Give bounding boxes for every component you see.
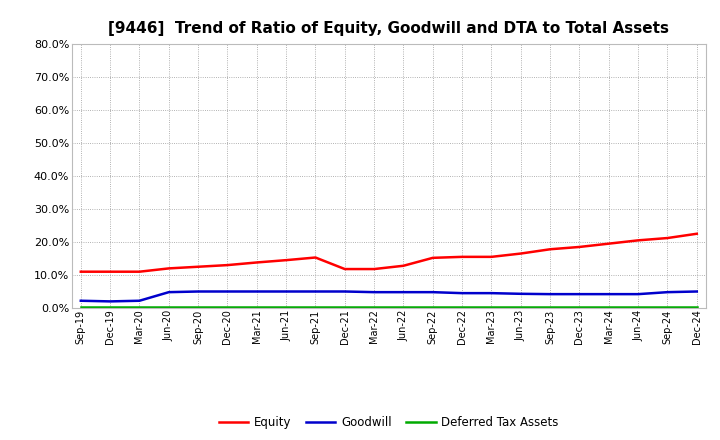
Goodwill xyxy=(370,290,379,295)
Equity xyxy=(634,238,642,243)
Goodwill xyxy=(311,289,320,294)
Goodwill xyxy=(282,289,290,294)
Deferred Tax Assets xyxy=(164,304,173,310)
Goodwill xyxy=(663,290,672,295)
Goodwill xyxy=(693,289,701,294)
Equity xyxy=(135,269,144,275)
Deferred Tax Assets xyxy=(223,304,232,310)
Deferred Tax Assets xyxy=(575,304,584,310)
Equity xyxy=(693,231,701,236)
Goodwill xyxy=(458,290,467,296)
Deferred Tax Assets xyxy=(341,304,349,310)
Deferred Tax Assets xyxy=(516,304,525,310)
Equity xyxy=(194,264,202,269)
Goodwill xyxy=(253,289,261,294)
Deferred Tax Assets xyxy=(605,304,613,310)
Equity xyxy=(164,266,173,271)
Goodwill xyxy=(135,298,144,304)
Line: Equity: Equity xyxy=(81,234,697,271)
Equity xyxy=(458,254,467,260)
Deferred Tax Assets xyxy=(194,304,202,310)
Deferred Tax Assets xyxy=(76,304,85,310)
Deferred Tax Assets xyxy=(253,304,261,310)
Equity xyxy=(311,255,320,260)
Equity xyxy=(575,244,584,249)
Line: Goodwill: Goodwill xyxy=(81,292,697,301)
Equity xyxy=(76,269,85,275)
Equity xyxy=(605,241,613,246)
Equity xyxy=(516,251,525,256)
Deferred Tax Assets xyxy=(311,304,320,310)
Equity xyxy=(253,260,261,265)
Deferred Tax Assets xyxy=(634,304,642,310)
Goodwill xyxy=(605,291,613,297)
Goodwill xyxy=(164,290,173,295)
Goodwill xyxy=(106,299,114,304)
Goodwill xyxy=(575,291,584,297)
Goodwill xyxy=(546,291,554,297)
Deferred Tax Assets xyxy=(370,304,379,310)
Goodwill xyxy=(223,289,232,294)
Equity xyxy=(341,267,349,272)
Equity xyxy=(399,263,408,268)
Goodwill xyxy=(341,289,349,294)
Deferred Tax Assets xyxy=(106,304,114,310)
Goodwill xyxy=(76,298,85,304)
Equity xyxy=(223,262,232,268)
Equity xyxy=(282,257,290,263)
Equity xyxy=(663,235,672,241)
Goodwill xyxy=(487,290,496,296)
Equity xyxy=(370,267,379,272)
Legend: Equity, Goodwill, Deferred Tax Assets: Equity, Goodwill, Deferred Tax Assets xyxy=(214,412,564,434)
Goodwill xyxy=(634,291,642,297)
Goodwill xyxy=(428,290,437,295)
Equity xyxy=(428,255,437,260)
Deferred Tax Assets xyxy=(428,304,437,310)
Deferred Tax Assets xyxy=(282,304,290,310)
Deferred Tax Assets xyxy=(458,304,467,310)
Title: [9446]  Trend of Ratio of Equity, Goodwill and DTA to Total Assets: [9446] Trend of Ratio of Equity, Goodwil… xyxy=(108,21,670,36)
Goodwill xyxy=(516,291,525,297)
Goodwill xyxy=(399,290,408,295)
Equity xyxy=(487,254,496,260)
Equity xyxy=(546,246,554,252)
Deferred Tax Assets xyxy=(135,304,144,310)
Deferred Tax Assets xyxy=(487,304,496,310)
Goodwill xyxy=(194,289,202,294)
Deferred Tax Assets xyxy=(546,304,554,310)
Deferred Tax Assets xyxy=(399,304,408,310)
Deferred Tax Assets xyxy=(693,304,701,310)
Deferred Tax Assets xyxy=(663,304,672,310)
Equity xyxy=(106,269,114,275)
